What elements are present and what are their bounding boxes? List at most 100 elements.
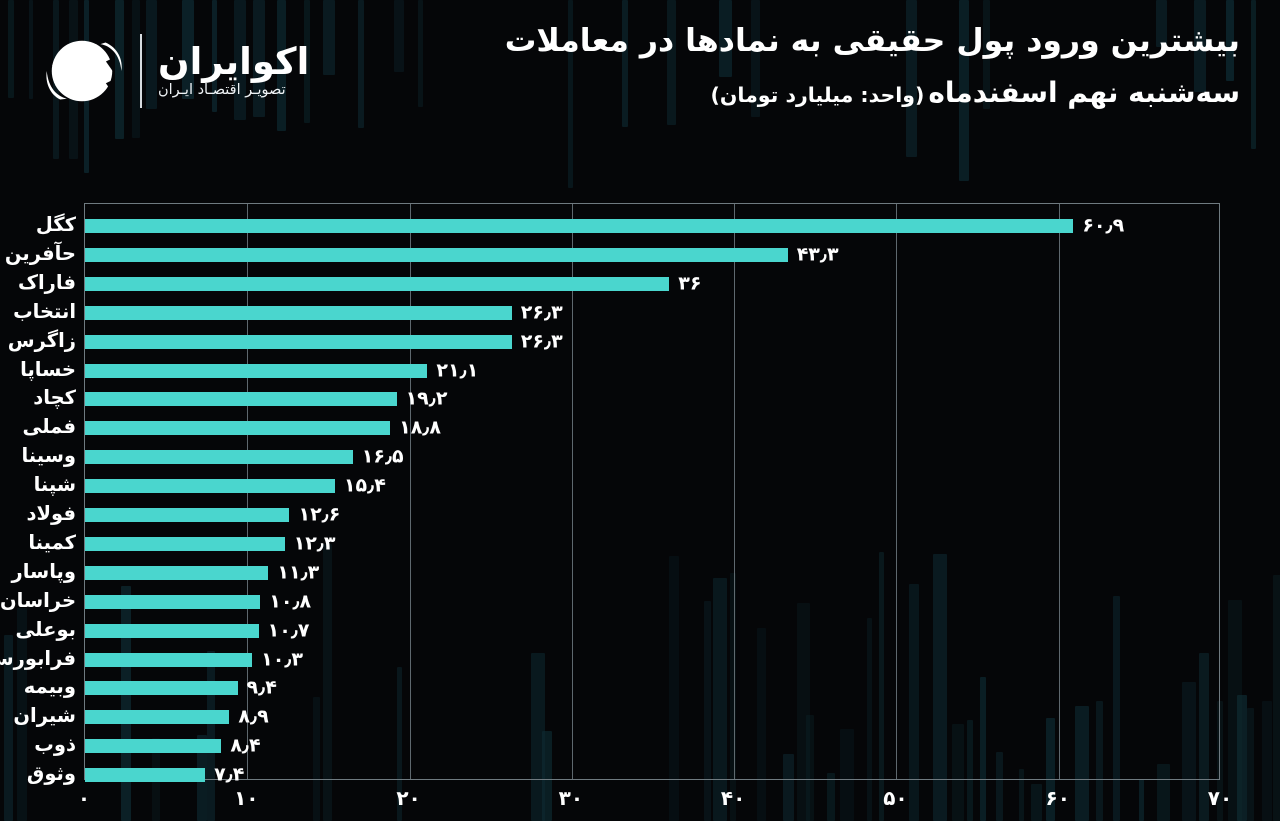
bar-value-label: ۱۱٫۳ (277, 561, 320, 584)
x-tick-label: ۶۰ (1045, 786, 1070, 810)
bar-row[interactable]: ۲۱٫۱ (85, 359, 1219, 381)
brand-name: اکوایران (158, 39, 310, 83)
category-axis-labels: کگل حآفرین فاراک انتخاب زاگرس خساپا کچاد فملی وس… (0, 203, 84, 784)
gridline (734, 204, 736, 779)
x-tick-label: ۴۰ (720, 786, 746, 810)
bar-row[interactable]: ۱۰٫۳ (85, 648, 1219, 670)
category-label-17: وبیمه (23, 675, 76, 699)
bar-value-label: ۸٫۹ (238, 705, 269, 728)
bar-row[interactable]: ۲۶٫۳ (85, 330, 1219, 352)
bar-row[interactable]: ۳۶ (85, 272, 1219, 294)
bar-value-label: ۳۶ (678, 272, 702, 295)
x-axis-tick-labels: ۰ ۱۰ ۲۰ ۳۰ ۴۰ ۵۰ ۶۰ ۷۰ (78, 786, 1232, 820)
bar[interactable] (85, 710, 230, 725)
bar[interactable] (85, 334, 512, 349)
page-title: بیشترین ورود پول حقیقی به نمادها در معام… (504, 23, 1240, 59)
gridline (571, 204, 573, 779)
title-block: بیشترین ورود پول حقیقی به نمادها در معام… (410, 22, 1240, 110)
bar-row[interactable]: ۱۸٫۸ (85, 417, 1219, 439)
bar-row[interactable]: ۸٫۹ (85, 706, 1219, 728)
x-tick-label: ۷۰ (1207, 786, 1233, 810)
bar-row[interactable]: ۱۰٫۷ (85, 619, 1219, 641)
bar[interactable] (85, 479, 335, 494)
x-tick-label: ۲۰ (396, 786, 421, 810)
category-label-19: ذوب (34, 733, 76, 757)
bar[interactable] (85, 681, 238, 696)
bar-value-label: ۱۵٫۴ (343, 474, 386, 497)
brand-text: اکوایران تصویـر اقتصـاد ایـران (158, 39, 310, 100)
bar-row[interactable]: ۱۶٫۵ (85, 446, 1219, 468)
plot-area: ۶۰٫۹ ۴۳٫۳ ۳۶ ۲۶٫۳ ۲۶٫۳ ۲۱٫۱ ۱۹٫۲ ۱۸٫۸ ۱۶٫۵ ۱۵٫۴ ۱۲… (84, 203, 1220, 786)
category-label-7: کچاد (33, 386, 76, 410)
category-label-1: کگل (35, 213, 76, 236)
bar[interactable] (85, 565, 269, 580)
bar-row[interactable]: ۷٫۴ (85, 764, 1219, 786)
bar-row[interactable]: ۱۹٫۲ (85, 388, 1219, 410)
subtitle-line: سه‌شنبه نهم اسفندماه(واحد: میلیارد تومان… (410, 75, 1240, 110)
bar-row[interactable]: ۱۲٫۶ (85, 504, 1219, 526)
bar[interactable] (85, 247, 788, 262)
bar[interactable] (85, 450, 353, 465)
category-label-9: وسینا (21, 444, 76, 468)
category-label-14: خراسان (0, 588, 76, 612)
bar[interactable] (85, 536, 285, 551)
category-label-8: فملی (22, 415, 76, 439)
bar[interactable] (85, 594, 261, 609)
chart-subtitle: سه‌شنبه نهم اسفندماه (928, 76, 1240, 110)
bar-value-label: ۶۰٫۹ (1082, 214, 1125, 237)
brand-tagline: تصویـر اقتصـاد ایـران (158, 82, 286, 99)
bar[interactable] (85, 623, 259, 638)
bar-value-label: ۲۶٫۳ (520, 301, 563, 324)
bar-row[interactable]: ۱۰٫۸ (85, 590, 1219, 612)
eco-iran-globe-logo-icon (40, 29, 124, 113)
category-label-13: وپاسار (11, 559, 77, 583)
gridline (1058, 204, 1060, 779)
bar-row[interactable]: ۸٫۴ (85, 735, 1219, 757)
bar[interactable] (85, 363, 428, 378)
bar[interactable] (85, 219, 1074, 233)
bar[interactable] (85, 768, 206, 783)
bar-value-label: ۱۶٫۵ (361, 445, 404, 468)
x-tick-label: ۱۰ (234, 786, 259, 810)
bar-value-label: ۴۳٫۳ (796, 243, 839, 266)
bar[interactable] (85, 305, 512, 320)
bar-row[interactable]: ۶۰٫۹ (85, 215, 1219, 237)
bar[interactable] (85, 392, 397, 407)
bar[interactable] (85, 739, 222, 754)
chart-unit-label: (واحد: میلیارد تومان) (710, 83, 925, 108)
bar-value-label: ۱۰٫۳ (261, 648, 304, 671)
x-tick-label: ۳۰ (558, 786, 584, 810)
bar-row[interactable]: ۹٫۴ (85, 677, 1219, 699)
category-label-2: حآفرین (4, 241, 76, 265)
bar-value-label: ۱۲٫۳ (293, 532, 336, 555)
category-label-15: بوعلی (15, 617, 76, 641)
chart-header: اکوایران تصویـر اقتصـاد ایـران بیشترین و… (0, 0, 1280, 190)
category-label-20: وثوق (26, 762, 76, 786)
bar[interactable] (85, 508, 290, 522)
bar-value-label: ۲۱٫۱ (436, 359, 479, 382)
bar-value-label: ۱۹٫۲ (405, 387, 448, 410)
category-label-18: شیران (13, 704, 76, 728)
bar[interactable] (85, 652, 253, 667)
category-label-11: فولاد (26, 502, 76, 525)
bar-row[interactable]: ۲۶٫۳ (85, 301, 1219, 323)
bar-row[interactable]: ۴۳٫۳ (85, 243, 1219, 265)
bar-value-label: ۹٫۴ (246, 676, 277, 699)
x-tick-label: ۰ (77, 786, 91, 810)
gridline (409, 204, 411, 779)
x-tick-label: ۵۰ (883, 786, 908, 810)
bar-value-label: ۱۰٫۸ (269, 590, 312, 613)
bar-value-label: ۲۶٫۳ (520, 330, 563, 353)
bar-row[interactable]: ۱۱٫۳ (85, 561, 1219, 583)
bar[interactable] (85, 421, 391, 436)
category-label-16: فرابورس (0, 646, 76, 670)
bar-value-label: ۱۲٫۶ (298, 503, 341, 526)
bar-row[interactable]: ۱۵٫۴ (85, 475, 1219, 497)
gridline (896, 204, 898, 779)
bar-value-label: ۸٫۴ (230, 734, 261, 757)
bar-row[interactable]: ۱۲٫۳ (85, 532, 1219, 554)
bar[interactable] (85, 276, 670, 291)
bar-value-label: ۱۰٫۷ (267, 619, 310, 642)
